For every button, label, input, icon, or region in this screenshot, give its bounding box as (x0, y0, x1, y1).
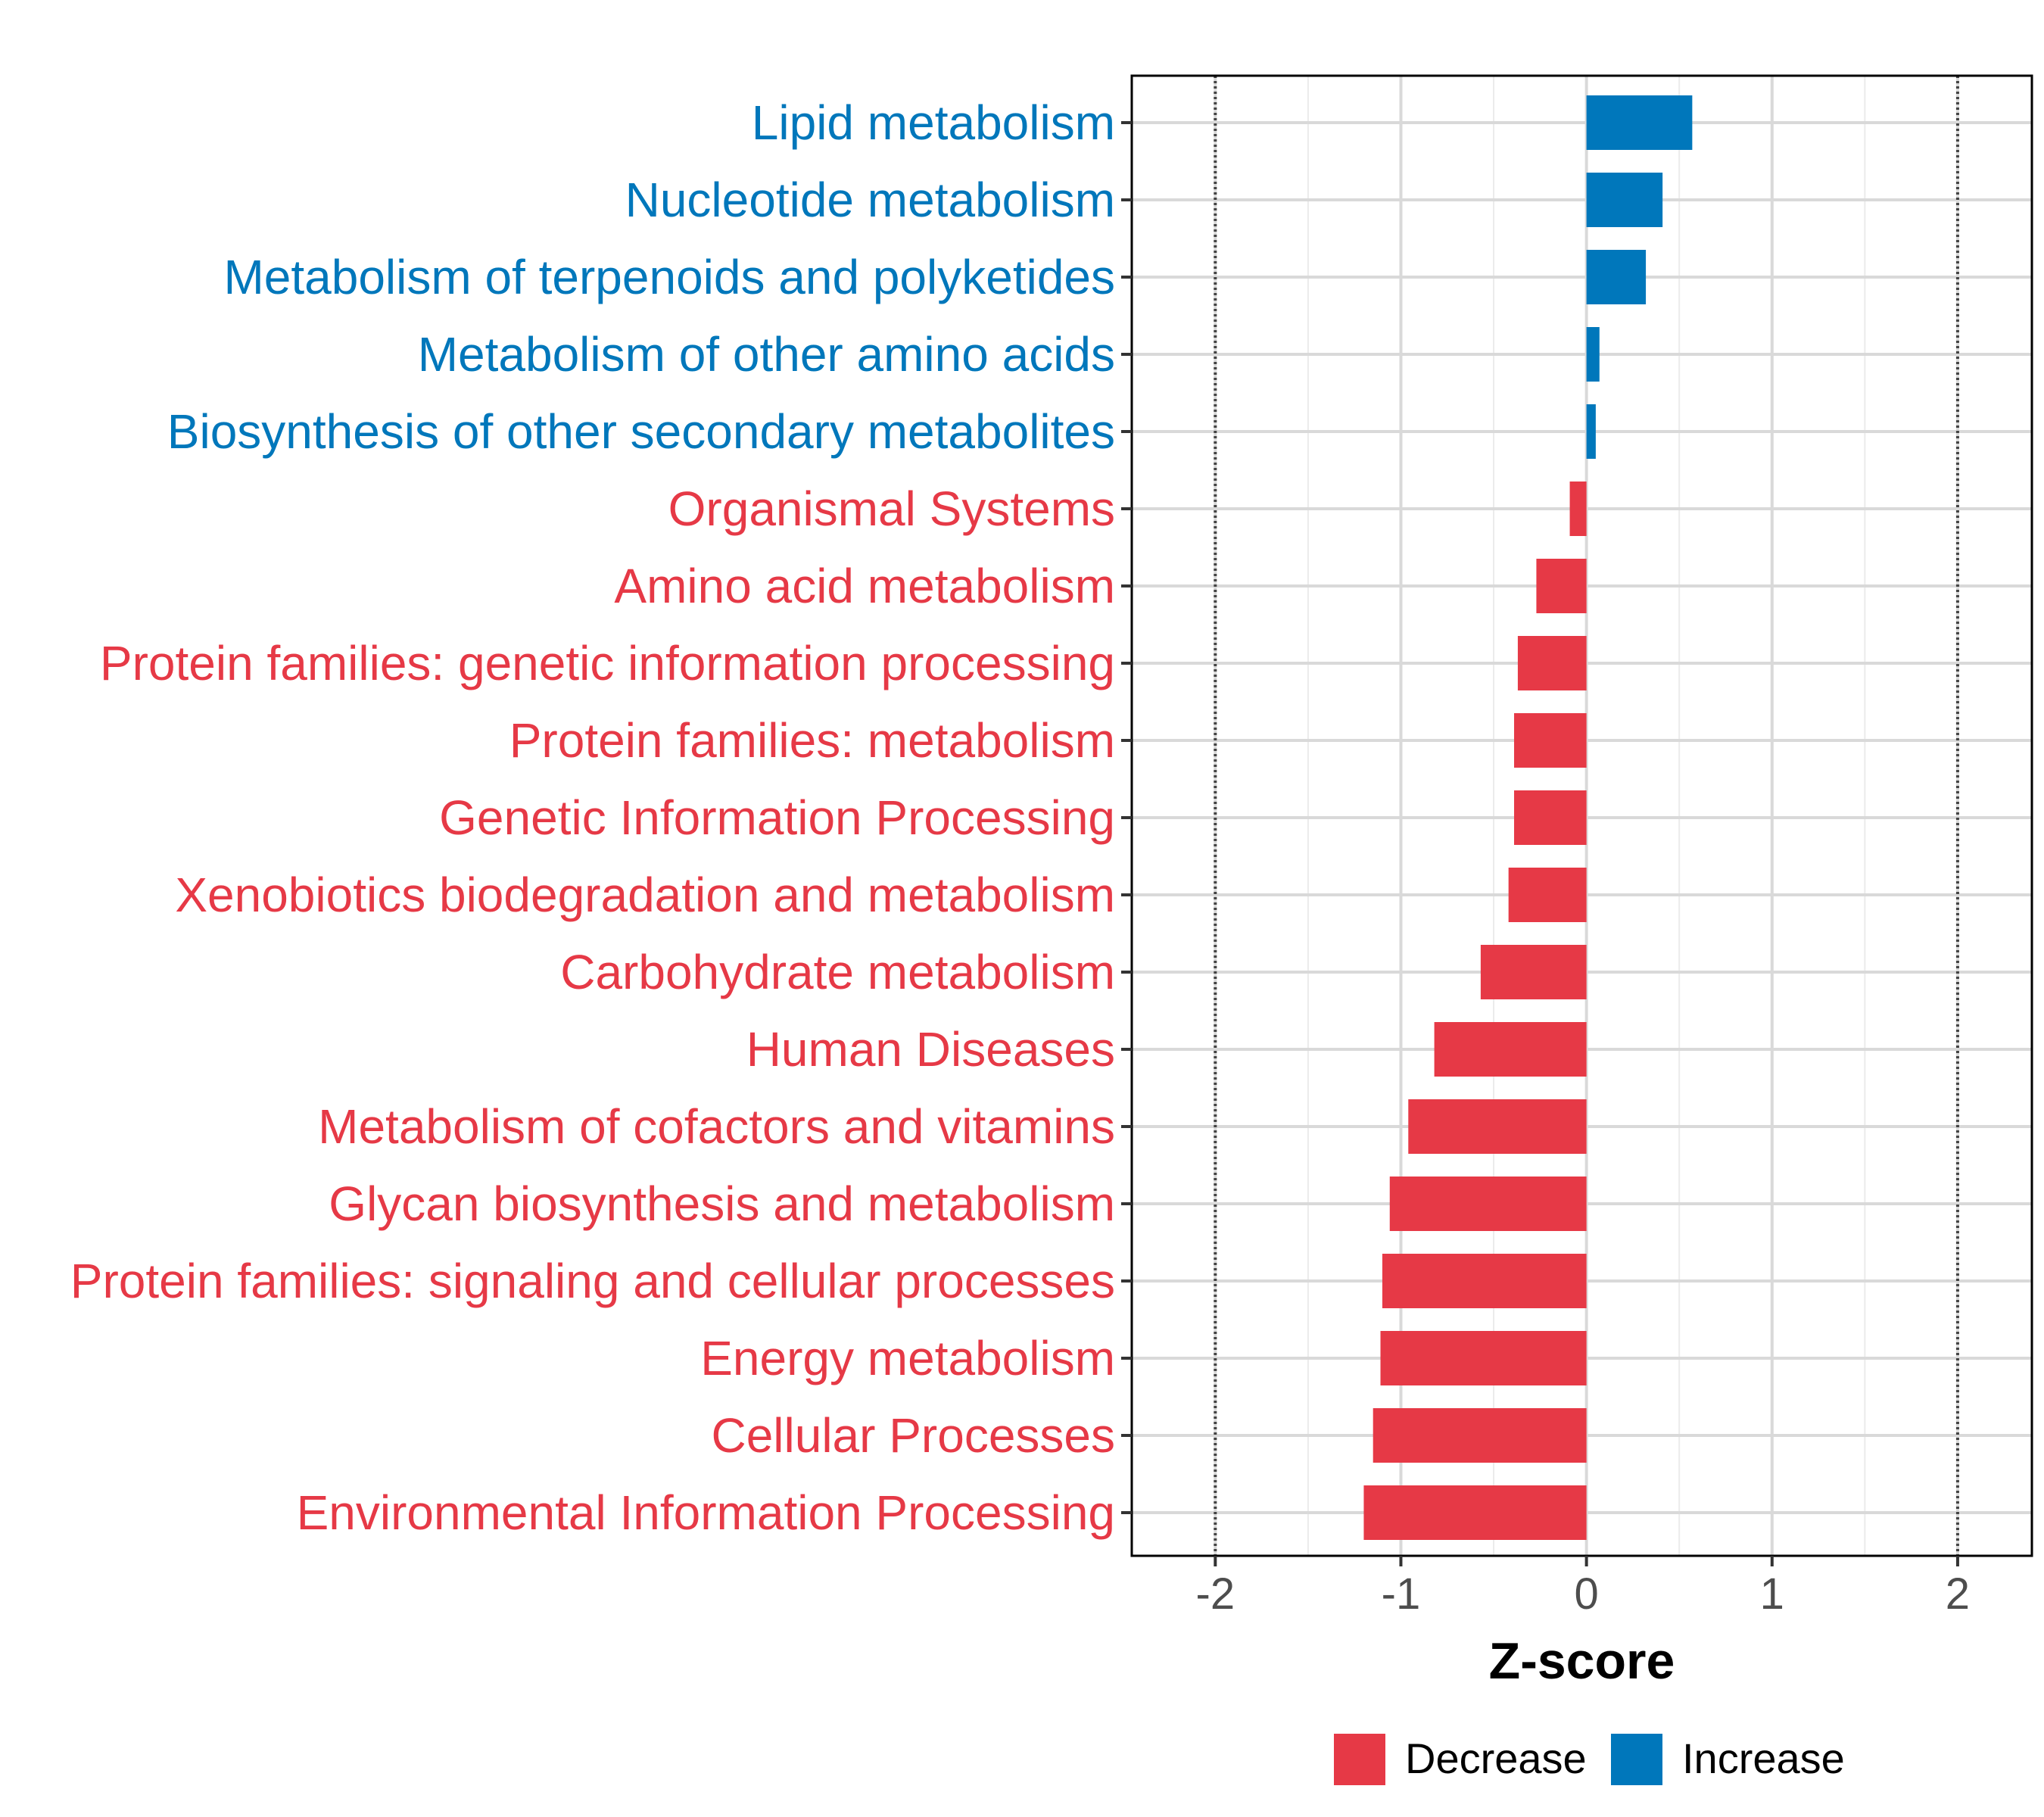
category-label: Energy metabolism (700, 1331, 1115, 1385)
x-tick-label: -2 (1196, 1569, 1235, 1619)
bar (1408, 1099, 1587, 1154)
bar (1536, 559, 1587, 613)
bar (1586, 173, 1663, 227)
category-label: Biosynthesis of other secondary metaboli… (167, 404, 1115, 459)
category-label: Genetic Information Processing (439, 790, 1115, 845)
bar (1517, 636, 1587, 690)
category-label: Lipid metabolism (752, 95, 1115, 150)
legend-key (1334, 1734, 1385, 1785)
bar (1569, 482, 1587, 536)
bar (1363, 1485, 1587, 1540)
category-label: Environmental Information Processing (297, 1485, 1115, 1540)
category-label: Amino acid metabolism (614, 559, 1115, 613)
category-label: Nucleotide metabolism (625, 173, 1115, 227)
bar (1373, 1408, 1587, 1463)
category-label: Metabolism of cofactors and vitamins (318, 1099, 1115, 1154)
category-label: Carbohydrate metabolism (560, 945, 1115, 999)
x-axis-title: Z-score (1489, 1632, 1675, 1690)
x-tick-label: -1 (1382, 1569, 1421, 1619)
y-axis-ticks (1121, 121, 1132, 1514)
bar (1508, 868, 1587, 922)
bar (1586, 250, 1647, 304)
bar (1389, 1177, 1587, 1231)
legend-label: Decrease (1405, 1734, 1587, 1782)
legend-label: Increase (1682, 1734, 1845, 1782)
category-label: Xenobiotics biodegradation and metabolis… (175, 868, 1115, 922)
bar (1514, 790, 1587, 845)
legend: Decrease Increase (1334, 1734, 1845, 1785)
bar (1480, 945, 1587, 999)
category-label: Protein families: metabolism (509, 713, 1115, 768)
category-label: Protein families: genetic information pr… (100, 636, 1115, 690)
y-axis-labels: Lipid metabolism Nucleotide metabolism Met… (70, 95, 1115, 1540)
x-tick-label: 0 (1574, 1569, 1598, 1619)
x-axis-ticks: -2 -1 0 1 2 (1196, 1556, 1970, 1619)
category-label: Metabolism of terpenoids and polyketides (223, 250, 1115, 304)
bar (1586, 327, 1600, 382)
bar-layer (1363, 95, 1693, 1540)
plot-panel-border (1130, 74, 2033, 1557)
category-label: Human Diseases (746, 1022, 1115, 1077)
category-label: Cellular Processes (711, 1408, 1115, 1463)
bar (1382, 1254, 1587, 1308)
bar (1514, 713, 1587, 768)
bar (1434, 1022, 1587, 1077)
bar (1586, 95, 1693, 150)
category-label: Protein families: signaling and cellular… (70, 1254, 1115, 1308)
x-tick-label: 1 (1760, 1569, 1784, 1619)
bar (1380, 1331, 1587, 1385)
category-label: Glycan biosynthesis and metabolism (329, 1177, 1115, 1231)
category-label: Metabolism of other amino acids (418, 327, 1115, 382)
x-tick-label: 2 (1946, 1569, 1970, 1619)
bar (1586, 404, 1596, 459)
category-label: Organismal Systems (668, 482, 1115, 536)
legend-key (1611, 1734, 1662, 1785)
